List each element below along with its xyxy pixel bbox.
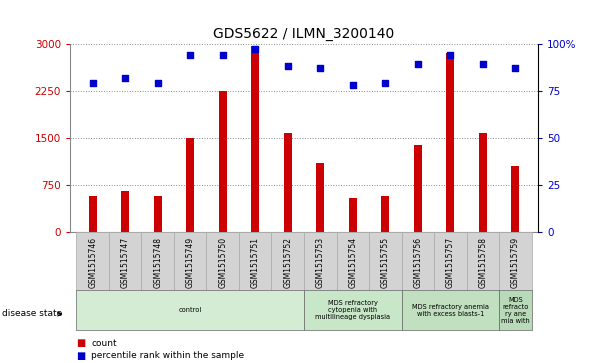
Text: control: control <box>179 307 202 313</box>
Point <box>381 80 390 86</box>
Text: GSM1515747: GSM1515747 <box>121 237 130 287</box>
Text: MDS
refracto
ry ane
mia with: MDS refracto ry ane mia with <box>501 297 530 324</box>
Bar <box>401 232 434 292</box>
Point <box>185 52 195 58</box>
Bar <box>369 232 401 292</box>
Text: GSM1515751: GSM1515751 <box>250 237 260 287</box>
Text: disease state: disease state <box>2 310 62 318</box>
Text: GSM1515754: GSM1515754 <box>348 237 358 287</box>
Point <box>250 46 260 52</box>
Text: GSM1515748: GSM1515748 <box>153 237 162 287</box>
Bar <box>336 232 369 292</box>
Point <box>283 63 292 69</box>
Bar <box>316 163 324 232</box>
Text: GSM1515750: GSM1515750 <box>218 237 227 287</box>
Text: GSM1515752: GSM1515752 <box>283 237 292 287</box>
Text: GSM1515753: GSM1515753 <box>316 237 325 287</box>
Bar <box>89 196 97 232</box>
Text: ■: ■ <box>76 351 85 361</box>
Title: GDS5622 / ILMN_3200140: GDS5622 / ILMN_3200140 <box>213 27 395 41</box>
Bar <box>466 232 499 292</box>
Point <box>120 75 130 81</box>
Bar <box>219 91 227 232</box>
Bar <box>381 196 389 232</box>
Text: percentile rank within the sample: percentile rank within the sample <box>91 351 244 360</box>
Bar <box>207 232 239 292</box>
Text: MDS refractory
cytopenia with
multilineage dysplasia: MDS refractory cytopenia with multilinea… <box>315 300 390 321</box>
Bar <box>186 138 195 232</box>
Point <box>316 65 325 71</box>
Text: GSM1515759: GSM1515759 <box>511 237 520 287</box>
Bar <box>251 46 259 232</box>
Bar <box>511 166 519 232</box>
Bar <box>154 196 162 232</box>
Bar <box>284 133 292 232</box>
Text: ■: ■ <box>76 338 85 348</box>
Bar <box>142 232 174 292</box>
Bar <box>174 232 207 292</box>
Bar <box>77 232 109 292</box>
Text: GSM1515755: GSM1515755 <box>381 237 390 287</box>
Point <box>218 52 227 58</box>
Point <box>153 80 162 86</box>
Text: GSM1515746: GSM1515746 <box>88 237 97 287</box>
Bar <box>77 290 304 330</box>
Text: GSM1515749: GSM1515749 <box>185 237 195 287</box>
Bar <box>349 198 357 232</box>
Bar <box>401 290 499 330</box>
Text: GSM1515756: GSM1515756 <box>413 237 423 287</box>
Point <box>413 61 423 67</box>
Bar <box>304 232 336 292</box>
Text: MDS refractory anemia
with excess blasts-1: MDS refractory anemia with excess blasts… <box>412 304 489 317</box>
Bar <box>121 191 130 232</box>
Text: GSM1515758: GSM1515758 <box>478 237 487 287</box>
Text: GSM1515757: GSM1515757 <box>446 237 455 287</box>
Bar <box>499 290 531 330</box>
Point <box>348 82 358 88</box>
Bar <box>304 290 401 330</box>
Bar <box>499 232 531 292</box>
Bar <box>478 133 487 232</box>
Bar <box>413 146 422 232</box>
Bar <box>109 232 142 292</box>
Bar <box>272 232 304 292</box>
Bar <box>434 232 466 292</box>
Point <box>88 80 97 86</box>
Point <box>478 61 488 67</box>
Bar <box>239 232 272 292</box>
Text: count: count <box>91 339 117 347</box>
Bar <box>446 53 454 232</box>
Point <box>511 65 520 71</box>
Point <box>446 52 455 58</box>
